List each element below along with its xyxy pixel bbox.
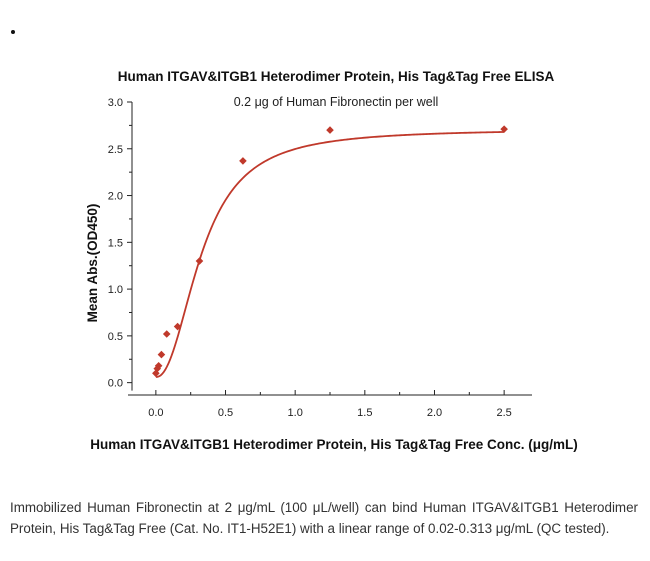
data-point	[326, 126, 334, 134]
y-tick-label: 1.5	[108, 237, 123, 249]
axes-group	[128, 102, 532, 396]
data-point	[157, 350, 166, 359]
bullet-dot	[11, 30, 15, 34]
x-tick-label: 0.0	[148, 407, 163, 419]
data-point	[195, 257, 204, 265]
data-point	[154, 362, 163, 370]
y-tick-label: 3.0	[108, 97, 123, 109]
chart-svg: Human ITGAV&ITGB1 Heterodimer Protein, H…	[85, 69, 578, 452]
chart-title: Human ITGAV&ITGB1 Heterodimer Protein, H…	[118, 69, 555, 84]
y-tick-label: 1.0	[108, 284, 123, 296]
elisa-chart: Human ITGAV&ITGB1 Heterodimer Protein, H…	[85, 69, 578, 452]
data-point	[153, 364, 162, 373]
x-axis-label: Human ITGAV&ITGB1 Heterodimer Protein, H…	[90, 437, 578, 452]
data-point	[239, 157, 247, 165]
fit-curve	[155, 131, 505, 378]
y-axis-label: Mean Abs.(OD450)	[85, 204, 100, 323]
chart-caption: Immobilized Human Fibronectin at 2 μg/mL…	[10, 500, 638, 536]
x-tick-label: 2.0	[427, 407, 442, 419]
data-point	[500, 125, 508, 133]
x-tick-label: 0.5	[218, 407, 233, 419]
ticks-group: 0.0 0.5 1.0 1.5 2.0 2.5 3.0 0.0 0.5 1.0 1.5 2.0 2.5	[108, 97, 512, 419]
x-tick-label: 1.5	[357, 407, 372, 419]
data-point	[162, 330, 171, 338]
y-tick-label: 2.0	[108, 191, 123, 203]
x-tick-label: 1.0	[288, 407, 303, 419]
plot-group	[152, 125, 508, 378]
y-tick-label: 0.0	[108, 378, 123, 390]
chart-subtitle: 0.2 μg of Human Fibronectin per well	[234, 95, 439, 109]
y-tick-label: 2.5	[108, 144, 123, 156]
y-tick-label: 0.5	[108, 331, 123, 343]
data-point	[173, 322, 182, 331]
x-tick-label: 2.5	[496, 407, 511, 419]
